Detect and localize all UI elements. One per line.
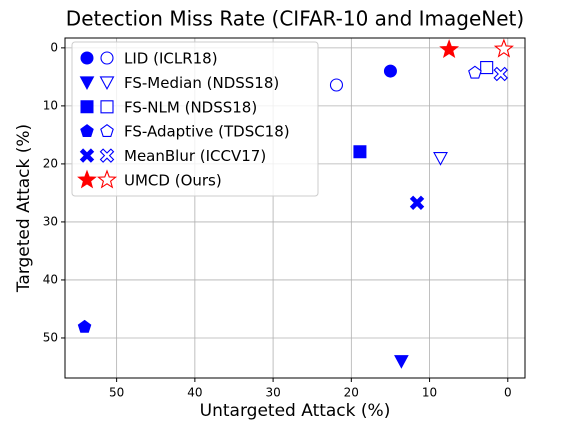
x-tick-label: 0 bbox=[504, 386, 512, 400]
legend: LID (ICLR18) FS-Median (NDSS18) FS-NLM (ND… bbox=[71, 41, 319, 197]
marker bbox=[439, 39, 460, 59]
x-tick-label: 20 bbox=[344, 386, 359, 400]
legend-marker bbox=[99, 76, 115, 91]
y-tick-label: 10 bbox=[43, 98, 58, 112]
legend-label: UMCD (Ours) bbox=[124, 172, 222, 190]
marker bbox=[480, 61, 494, 75]
legend-label: FS-NLM (NDSS18) bbox=[124, 98, 257, 116]
legend-marker bbox=[96, 169, 118, 189]
marker bbox=[409, 195, 425, 210]
y-tick-label: 20 bbox=[43, 156, 58, 170]
y-tick-label: 40 bbox=[43, 272, 58, 286]
y-tick-label: 30 bbox=[43, 214, 58, 228]
legend-marker bbox=[80, 124, 94, 137]
legend-marker bbox=[100, 124, 114, 138]
legend-marker bbox=[99, 148, 115, 163]
legend-label: FS-Median (NDSS18) bbox=[124, 74, 279, 92]
legend-marker bbox=[80, 100, 94, 114]
legend-marker bbox=[79, 148, 95, 163]
y-tick-label: 0 bbox=[50, 40, 58, 54]
plot-frame bbox=[64, 37, 526, 379]
marker bbox=[468, 65, 482, 79]
marker bbox=[329, 78, 344, 92]
chart-title: Detection Miss Rate (CIFAR-10 and ImageN… bbox=[66, 7, 524, 31]
legend-box bbox=[71, 41, 319, 197]
legend-marker bbox=[80, 51, 94, 65]
legend-label: FS-Adaptive (TDSC18) bbox=[124, 123, 290, 141]
x-tick-label: 10 bbox=[422, 386, 437, 400]
marker bbox=[493, 38, 514, 58]
x-tick-label: 40 bbox=[187, 386, 202, 400]
x-axis-label: Untargeted Attack (%) bbox=[200, 401, 391, 421]
marker bbox=[433, 152, 448, 166]
legend-label: LID (ICLR18) bbox=[124, 50, 218, 68]
marker bbox=[383, 64, 397, 78]
marker bbox=[77, 319, 92, 333]
y-tick-label: 50 bbox=[43, 330, 58, 344]
marker bbox=[394, 355, 409, 369]
legend-marker bbox=[77, 169, 97, 189]
legend-marker bbox=[79, 76, 95, 90]
legend-label: MeanBlur (ICCV17) bbox=[124, 147, 266, 165]
y-axis-label: Targeted Attack (%) bbox=[14, 124, 34, 293]
marker bbox=[353, 145, 367, 159]
marker bbox=[493, 66, 509, 82]
x-tick-label: 30 bbox=[265, 386, 280, 400]
legend-marker bbox=[100, 100, 114, 114]
legend-marker bbox=[100, 51, 114, 65]
x-tick-label: 50 bbox=[109, 386, 124, 400]
